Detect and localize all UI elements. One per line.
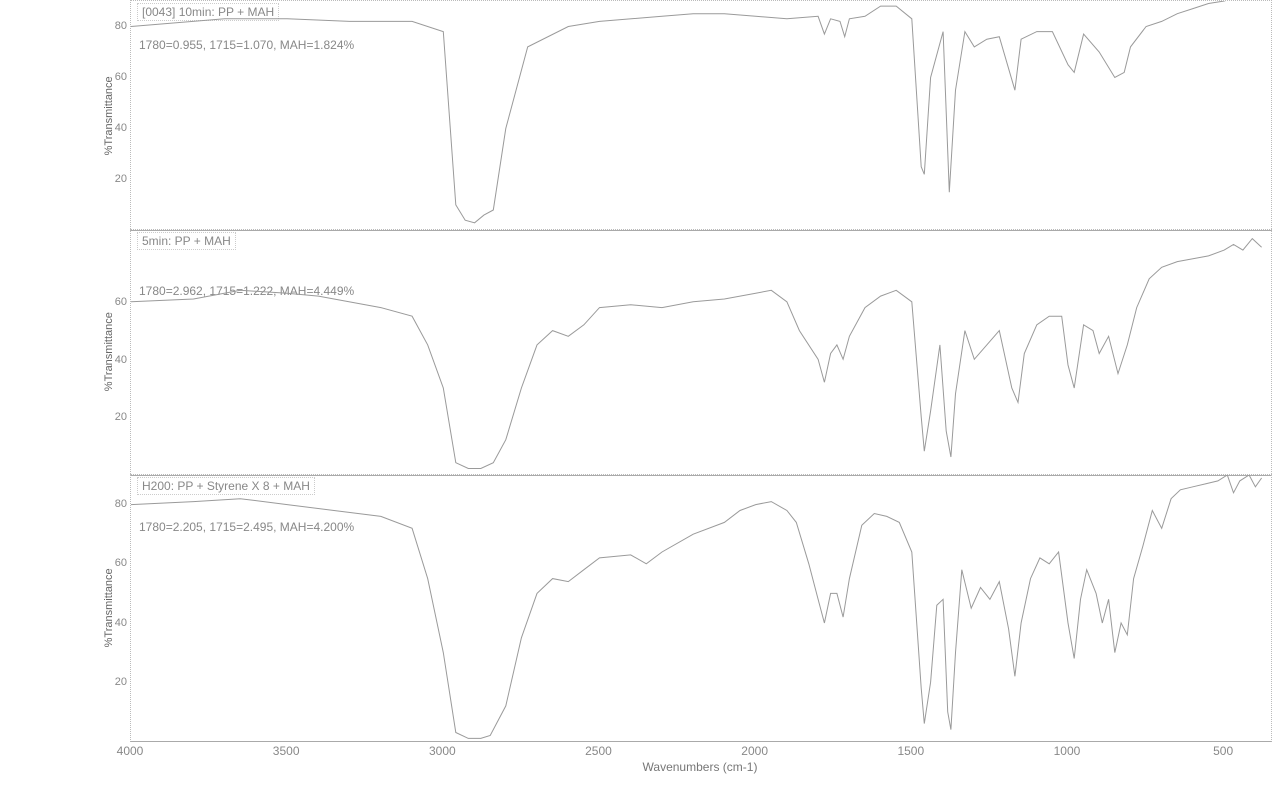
x-axis-ticks: 4000350030002500200015001000500 [130,744,1270,760]
spectrum-panel-p2: 204060%Transmittance5min: PP + MAH1780=2… [130,229,1272,475]
spectrum-trace [131,230,1271,474]
spectrum-panel-p3: 20406080%TransmittanceH200: PP + Styrene… [130,474,1272,742]
x-tick: 4000 [117,744,144,758]
x-axis-label: Wavenumbers (cm-1) [130,760,1270,774]
x-tick: 3000 [429,744,456,758]
x-tick: 2000 [741,744,768,758]
x-tick: 3500 [273,744,300,758]
x-tick: 2500 [585,744,612,758]
ir-spectra-figure: 20406080%Transmittance[0043] 10min: PP +… [130,0,1270,770]
x-tick: 1500 [897,744,924,758]
spectrum-trace [131,1,1271,230]
x-tick: 1000 [1054,744,1081,758]
y-axis-label: %Transmittance [103,1,119,230]
spectrum-trace [131,475,1271,741]
y-axis-label: %Transmittance [103,230,119,474]
spectrum-panel-p1: 20406080%Transmittance[0043] 10min: PP +… [130,0,1272,231]
y-axis-label: %Transmittance [103,475,119,741]
x-tick: 500 [1213,744,1233,758]
